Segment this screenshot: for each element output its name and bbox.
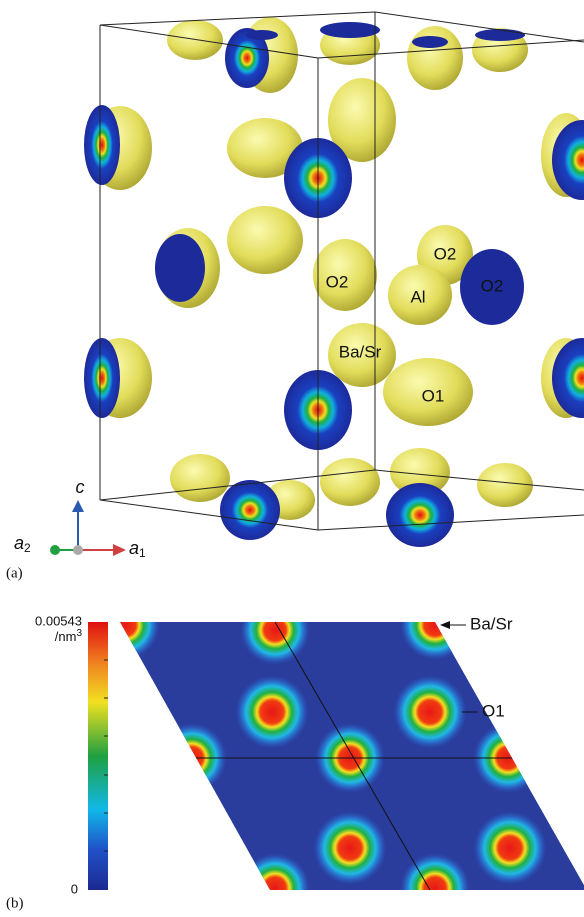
panel-label: (b) — [6, 895, 24, 911]
atom-label: Ba/Sr — [339, 342, 382, 361]
atom-label: O2 — [481, 276, 504, 295]
atom-label: O2 — [326, 272, 349, 291]
density-map — [89, 589, 584, 917]
annotation-text: Ba/Sr — [470, 614, 513, 633]
axis-label: c — [76, 477, 85, 497]
atom-label: Al — [410, 287, 425, 306]
page: {"panel_a": {"label": "(a)", "atoms": ["… — [0, 0, 584, 917]
atom-label: O1 — [422, 386, 445, 405]
axis-triad: c a2 a1 — [14, 477, 146, 560]
colorbar-unit: /nm3 — [55, 628, 83, 645]
figure: O2 O2 O2 Al Ba/Sr O1 c a2 a1 (a) 0.00543… — [0, 0, 584, 917]
colorbar — [88, 622, 108, 890]
atom-label: O2 — [434, 244, 457, 263]
colorbar-min: 0 — [71, 881, 78, 896]
annotation-text: O1 — [482, 701, 505, 720]
panel-label: (a) — [6, 565, 23, 581]
colorbar-max: 0.00543 — [35, 613, 82, 628]
axis-label: a2 — [14, 533, 31, 555]
axis-label: a1 — [129, 538, 146, 560]
